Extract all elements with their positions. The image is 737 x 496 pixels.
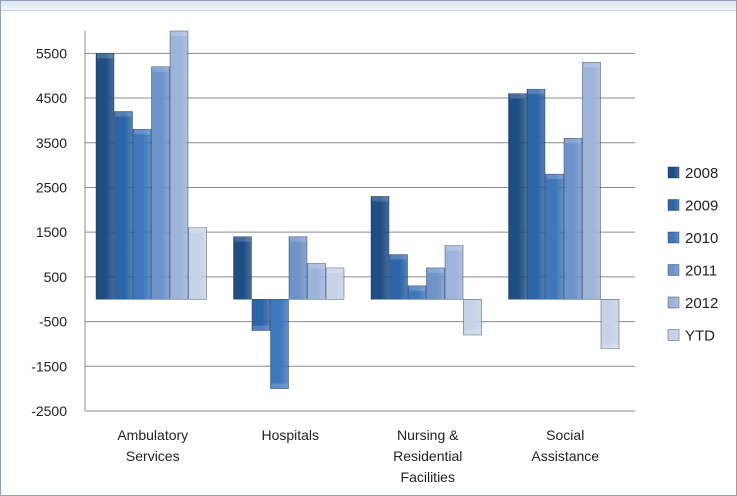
x-tick-label: Services xyxy=(126,448,180,464)
legend-swatch xyxy=(667,329,680,341)
bar-YTD-cat-1 xyxy=(325,267,345,300)
bar-2011-cat-1 xyxy=(288,236,308,300)
bar-2008-cat-0 xyxy=(95,53,115,300)
bar-2012-cat-2 xyxy=(444,245,464,300)
legend-swatch xyxy=(667,199,680,211)
bar-cap xyxy=(290,236,306,242)
x-tick-label: Residential xyxy=(393,448,462,464)
y-tick-label: 3500 xyxy=(36,135,67,151)
bar-2009-cat-1 xyxy=(251,299,271,331)
bar-2008-cat-2 xyxy=(370,196,390,300)
bar-2009-cat-3 xyxy=(526,88,546,300)
bar-cap xyxy=(115,111,132,117)
legend-label: 2010 xyxy=(685,230,718,247)
x-tick-label: Hospitals xyxy=(261,427,319,443)
bar-cap xyxy=(509,93,526,99)
y-tick-label: 4500 xyxy=(36,90,67,106)
bar-2011-cat-3 xyxy=(563,138,583,300)
legend-swatch xyxy=(667,296,680,309)
bar-cap xyxy=(308,263,325,269)
legend-label: 2009 xyxy=(685,198,718,215)
bar-cap xyxy=(565,138,581,144)
y-tick-label: -2500 xyxy=(31,403,67,419)
x-tick-label: Nursing & xyxy=(397,427,459,443)
bar-YTD-cat-2 xyxy=(463,299,482,336)
bar-cap xyxy=(602,343,618,349)
y-tick-label: 500 xyxy=(44,269,68,285)
bar-cap xyxy=(271,383,288,389)
bar-cap xyxy=(253,325,269,331)
bar-cap xyxy=(97,53,113,59)
y-axis: 5500 4500 3500 2500 1500 500 -500 -1500 -2500 xyxy=(31,31,86,419)
legend-label: 2011 xyxy=(685,263,717,280)
bar-2011-cat-0 xyxy=(151,66,170,300)
bar-2008-cat-3 xyxy=(508,93,527,300)
bar-cap xyxy=(327,267,343,273)
x-tick-label: Assistance xyxy=(531,448,599,464)
bar-cap xyxy=(446,245,462,251)
bar-cap xyxy=(171,31,187,36)
legend-swatch xyxy=(667,166,680,179)
legend-swatch xyxy=(667,231,680,244)
bar-cap xyxy=(427,267,444,273)
bar-cap xyxy=(234,236,251,242)
legend-label: 2008 xyxy=(685,165,718,182)
bar-cap xyxy=(546,174,563,180)
x-axis: Ambulatory Services Hospitals Nursing & Resi… xyxy=(117,427,599,485)
bar-2010-cat-1 xyxy=(270,299,289,389)
bar-cap xyxy=(189,227,206,233)
bar-2010-cat-0 xyxy=(132,129,152,300)
bar-cap xyxy=(583,62,600,68)
bar-cap xyxy=(464,330,481,335)
legend-label: YTD xyxy=(685,328,715,345)
y-tick-label: 1500 xyxy=(36,224,67,240)
bar-cap xyxy=(372,196,388,202)
x-tick-label: Ambulatory xyxy=(117,427,188,443)
y-tick-label: -500 xyxy=(39,314,67,330)
bar-2010-cat-2 xyxy=(407,285,427,300)
y-tick-label: 2500 xyxy=(36,179,67,195)
y-tick-label: 5500 xyxy=(36,45,67,61)
bar-2008-cat-1 xyxy=(233,236,252,300)
window-top-bar xyxy=(1,1,736,11)
bar-cap xyxy=(134,129,150,135)
y-tick-label: -1500 xyxy=(31,358,67,374)
bar-2009-cat-0 xyxy=(114,111,133,300)
bar-2011-cat-2 xyxy=(426,267,445,300)
bar-YTD-cat-3 xyxy=(600,299,620,349)
bar-YTD-cat-0 xyxy=(188,227,207,300)
bar-2012-cat-1 xyxy=(307,263,326,300)
x-tick-label: Facilities xyxy=(401,469,455,485)
bar-2009-cat-2 xyxy=(389,254,408,300)
bar-cap xyxy=(409,285,425,291)
legend-swatch xyxy=(667,264,680,276)
bar-cap xyxy=(390,254,407,260)
bar-cap xyxy=(152,66,169,72)
legend-label: 2012 xyxy=(685,295,718,312)
x-tick-label: Social xyxy=(546,427,584,443)
bars xyxy=(95,30,620,389)
bar-2012-cat-0 xyxy=(169,30,189,300)
bar-2010-cat-3 xyxy=(545,173,564,300)
bar-2012-cat-3 xyxy=(582,62,601,300)
legend: 2008 2009 2010 2011 2012 YTD xyxy=(667,165,718,345)
bar-cap xyxy=(528,89,544,95)
